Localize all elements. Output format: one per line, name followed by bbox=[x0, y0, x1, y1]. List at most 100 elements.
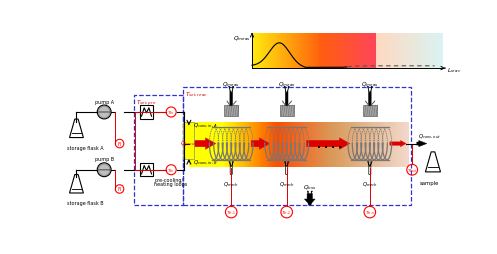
Bar bbox=[244, 122, 245, 167]
Bar bbox=[280, 106, 294, 116]
Bar bbox=[287, 34, 289, 69]
Bar bbox=[183, 122, 194, 159]
Polygon shape bbox=[229, 162, 234, 175]
Bar bbox=[283, 122, 285, 167]
Bar bbox=[369, 34, 370, 69]
Bar bbox=[290, 34, 291, 69]
Bar bbox=[312, 34, 313, 69]
Bar bbox=[333, 34, 334, 69]
Bar bbox=[320, 34, 321, 69]
Bar bbox=[286, 34, 288, 69]
Bar bbox=[231, 122, 232, 167]
Bar bbox=[265, 34, 267, 69]
Bar bbox=[312, 122, 313, 167]
Bar bbox=[344, 34, 345, 69]
Bar bbox=[414, 34, 415, 69]
Bar bbox=[383, 122, 385, 167]
Bar bbox=[363, 34, 365, 69]
Bar bbox=[431, 34, 432, 69]
Bar bbox=[140, 106, 153, 119]
Bar bbox=[393, 34, 394, 69]
Bar bbox=[403, 122, 405, 167]
Bar bbox=[340, 34, 342, 69]
Bar bbox=[279, 122, 280, 167]
Bar bbox=[308, 34, 310, 69]
Bar bbox=[441, 34, 443, 69]
Bar bbox=[341, 34, 343, 69]
Bar bbox=[198, 122, 199, 167]
Polygon shape bbox=[417, 141, 427, 147]
Bar bbox=[257, 122, 258, 167]
Bar bbox=[297, 34, 298, 69]
Polygon shape bbox=[367, 87, 373, 106]
Bar bbox=[270, 34, 271, 69]
Bar bbox=[285, 34, 287, 69]
Bar bbox=[378, 122, 379, 167]
Text: $Q_{prod}$: $Q_{prod}$ bbox=[180, 139, 196, 149]
Bar bbox=[439, 34, 441, 69]
Bar bbox=[426, 34, 427, 69]
Bar bbox=[412, 34, 413, 69]
Bar bbox=[334, 34, 335, 69]
Bar bbox=[328, 122, 330, 167]
Text: $Q_{meas}$: $Q_{meas}$ bbox=[222, 80, 240, 89]
Bar bbox=[347, 34, 348, 69]
Bar bbox=[279, 34, 280, 69]
Polygon shape bbox=[284, 87, 289, 106]
Bar bbox=[310, 34, 311, 69]
Bar bbox=[266, 122, 267, 167]
Bar bbox=[326, 122, 328, 167]
Bar bbox=[293, 122, 295, 167]
Bar bbox=[401, 34, 403, 69]
Bar bbox=[219, 122, 220, 167]
Bar bbox=[289, 122, 290, 167]
Text: heating loops: heating loops bbox=[154, 181, 187, 186]
Bar bbox=[206, 122, 208, 167]
Bar bbox=[345, 122, 346, 167]
Bar bbox=[325, 34, 327, 69]
Bar bbox=[361, 122, 363, 167]
Bar bbox=[388, 122, 389, 167]
Bar bbox=[386, 122, 388, 167]
Bar bbox=[203, 122, 205, 167]
Bar bbox=[417, 34, 419, 69]
Bar bbox=[278, 122, 279, 167]
Bar bbox=[323, 122, 324, 167]
Bar bbox=[349, 34, 350, 69]
Bar bbox=[327, 34, 329, 69]
Bar bbox=[299, 34, 300, 69]
Bar bbox=[330, 34, 331, 69]
Bar bbox=[277, 122, 278, 167]
Bar bbox=[354, 34, 355, 69]
Bar bbox=[269, 34, 270, 69]
Bar bbox=[258, 34, 260, 69]
Bar bbox=[189, 122, 190, 167]
Bar bbox=[224, 106, 238, 116]
Bar bbox=[271, 122, 273, 167]
Bar bbox=[379, 34, 381, 69]
Bar bbox=[251, 122, 253, 167]
Bar bbox=[353, 122, 355, 167]
Bar bbox=[315, 122, 317, 167]
Bar bbox=[276, 34, 277, 69]
Bar bbox=[211, 122, 212, 167]
Bar bbox=[373, 34, 374, 69]
Bar bbox=[331, 34, 332, 69]
Bar bbox=[140, 164, 153, 177]
Text: $TI_{r,1}$: $TI_{r,1}$ bbox=[226, 209, 237, 216]
Bar bbox=[275, 34, 276, 69]
Bar bbox=[389, 122, 390, 167]
Bar bbox=[324, 34, 326, 69]
Bar bbox=[391, 34, 392, 69]
Bar bbox=[260, 34, 262, 69]
Text: $Q_{oss}$: $Q_{oss}$ bbox=[303, 183, 317, 192]
Bar bbox=[217, 122, 219, 167]
Bar bbox=[362, 122, 364, 167]
Bar bbox=[413, 34, 414, 69]
Bar bbox=[392, 122, 393, 167]
Bar bbox=[195, 122, 197, 167]
Bar bbox=[402, 122, 403, 167]
Bar bbox=[256, 122, 257, 167]
Bar bbox=[289, 34, 290, 69]
Bar bbox=[360, 122, 361, 167]
